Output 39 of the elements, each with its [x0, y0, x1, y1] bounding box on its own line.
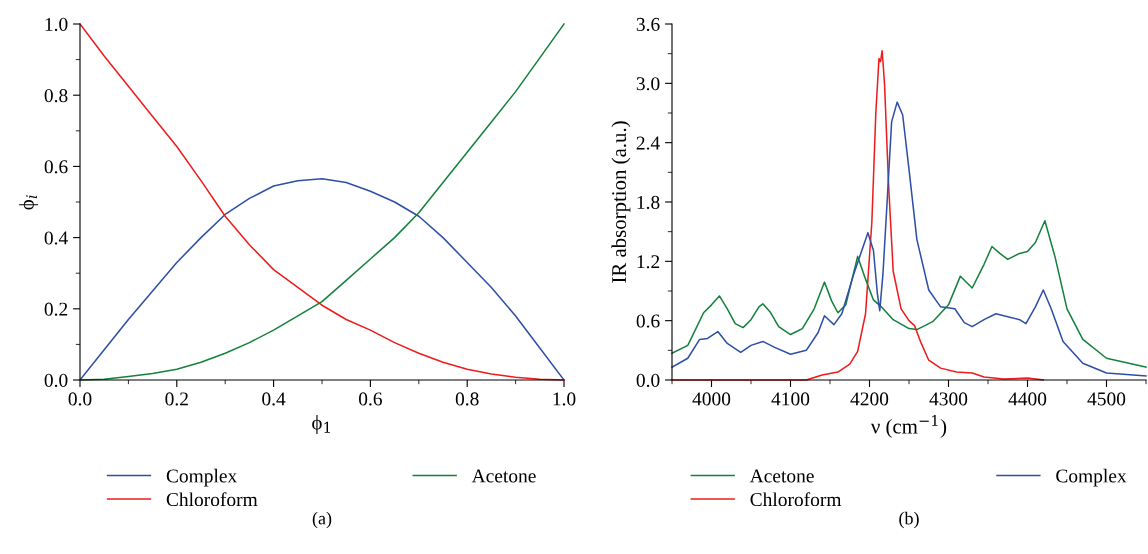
legend-label: Complex	[1056, 468, 1127, 487]
y-tick-label: 0.0	[636, 373, 660, 388]
y-tick-label: 0.6	[636, 314, 660, 328]
y-tick-label: 3.0	[636, 77, 660, 91]
x-axis-title: ν (cm$^{−1}$)	[870, 414, 947, 438]
y-tick-label: 1.8	[637, 195, 660, 210]
y-tick-label: 0.6	[44, 160, 68, 174]
x-tick-label: 0.8	[455, 392, 479, 406]
x-tick-label: 4000	[692, 392, 731, 406]
y-tick-label: 3.6	[636, 17, 660, 32]
legend-label: Chloroform	[750, 492, 842, 507]
legend-label: Acetone	[749, 469, 814, 483]
line-series	[671, 220, 1147, 368]
y-tick-label: 2.4	[636, 136, 660, 150]
x-tick-label: 4100	[771, 392, 810, 406]
x-tick-label: 4300	[929, 392, 968, 406]
legend-label: Chloroform	[166, 492, 258, 507]
y-tick-label: 0.2	[44, 302, 68, 316]
x-tick-label: 4500	[1087, 392, 1126, 406]
y-tick-label: 0.8	[44, 89, 68, 103]
legend-label: Acetone	[471, 469, 536, 483]
text: (a)	[312, 511, 332, 529]
y-axis-title: ϕ$_{i}$	[19, 195, 39, 210]
y-axis-title: IR absorption (a.u.)	[611, 121, 631, 283]
legend-label: Complex	[166, 468, 237, 487]
x-tick-label: 0.6	[358, 392, 382, 406]
x-tick-label: 4200	[850, 392, 889, 406]
y-tick-label: 0.4	[44, 231, 68, 245]
y-tick-label: 1.0	[45, 17, 68, 32]
y-tick-label: 1.2	[637, 255, 660, 269]
text: (b)	[899, 511, 919, 529]
x-axis-title: ϕ$_{1}$	[312, 414, 330, 434]
line-series	[671, 101, 1147, 377]
x-tick-label: 0.0	[68, 392, 92, 406]
x-tick-label: 4400	[1008, 392, 1047, 406]
x-tick-label: 0.2	[165, 392, 188, 406]
x-tick-label: 1.0	[553, 392, 576, 406]
y-tick-label: 0.0	[44, 373, 68, 388]
x-tick-label: 0.4	[262, 392, 286, 406]
